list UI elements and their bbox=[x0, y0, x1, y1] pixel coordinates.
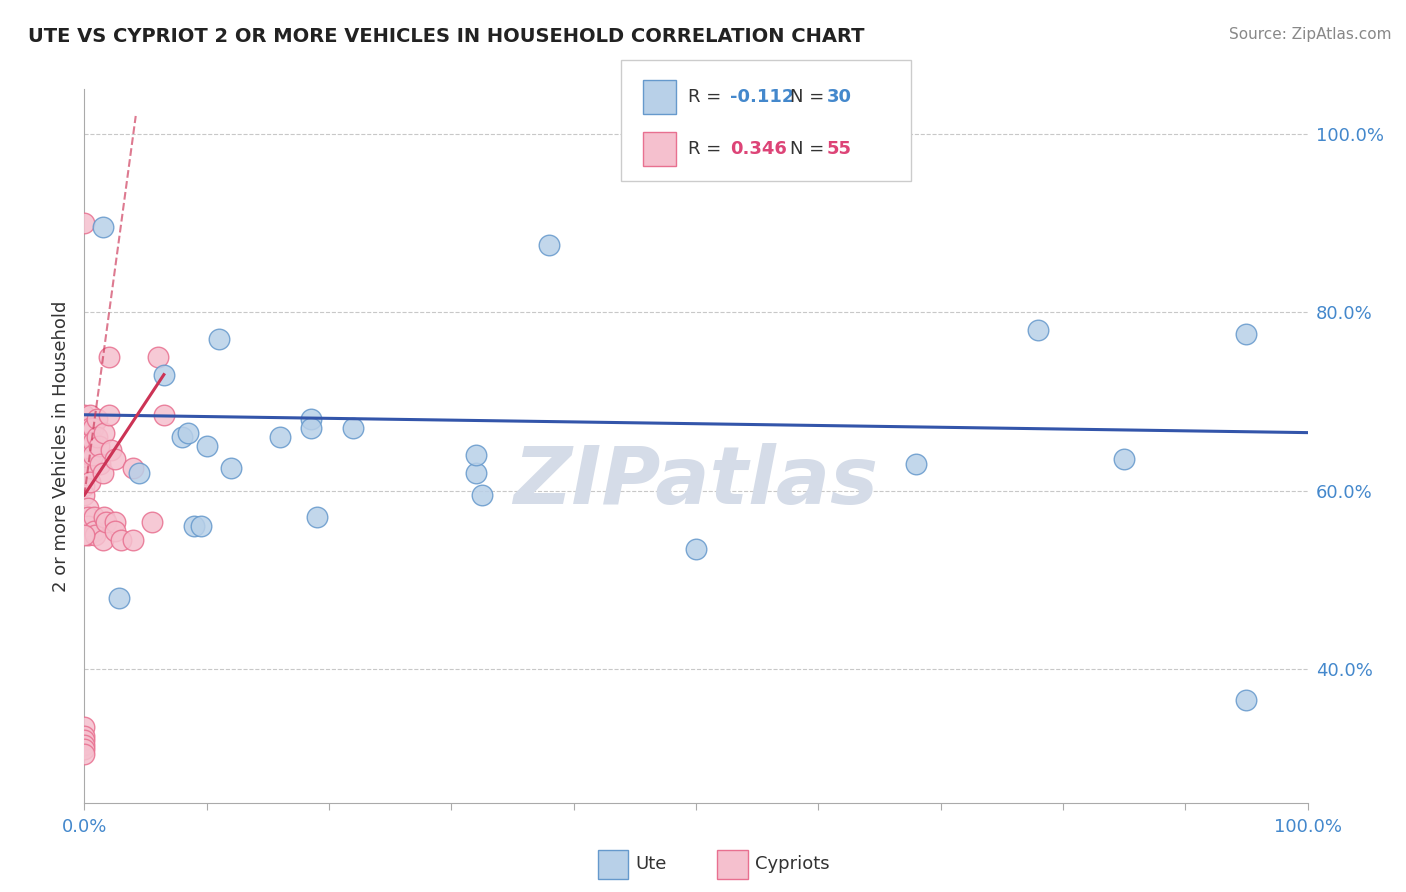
Point bbox=[97, 408, 120, 422]
Point bbox=[172, 430, 194, 444]
Point bbox=[77, 528, 100, 542]
Point bbox=[79, 434, 101, 449]
Point bbox=[141, 515, 163, 529]
Point bbox=[342, 421, 364, 435]
Point bbox=[1234, 327, 1257, 342]
Point bbox=[96, 515, 118, 529]
Point bbox=[73, 479, 96, 493]
Point bbox=[83, 524, 105, 538]
Point bbox=[91, 466, 114, 480]
Point bbox=[905, 457, 928, 471]
Point bbox=[100, 443, 122, 458]
Point bbox=[104, 515, 127, 529]
Point bbox=[77, 501, 100, 516]
Point bbox=[538, 238, 561, 252]
Point bbox=[73, 729, 96, 743]
Point bbox=[77, 510, 100, 524]
Point bbox=[104, 524, 127, 538]
Point bbox=[83, 510, 105, 524]
Point bbox=[73, 488, 96, 502]
Point bbox=[79, 461, 101, 475]
Text: R =: R = bbox=[688, 140, 727, 159]
Point bbox=[471, 488, 494, 502]
Text: 30: 30 bbox=[827, 88, 852, 106]
Point bbox=[153, 368, 176, 382]
Point bbox=[269, 430, 291, 444]
Point bbox=[73, 742, 96, 756]
Text: N =: N = bbox=[790, 140, 830, 159]
Point bbox=[1028, 323, 1050, 337]
Text: Cypriots: Cypriots bbox=[755, 855, 830, 873]
Point bbox=[87, 439, 110, 453]
Point bbox=[464, 466, 486, 480]
Point bbox=[73, 443, 96, 458]
Point bbox=[299, 412, 322, 426]
Point bbox=[183, 519, 205, 533]
Point bbox=[107, 591, 129, 605]
Point bbox=[73, 425, 96, 440]
Point bbox=[73, 452, 96, 467]
Point bbox=[79, 448, 101, 462]
Point bbox=[128, 466, 150, 480]
Point bbox=[73, 417, 96, 431]
Point bbox=[73, 216, 96, 230]
Point bbox=[1114, 452, 1136, 467]
Point bbox=[219, 461, 242, 475]
Point bbox=[77, 519, 100, 533]
Point bbox=[1234, 693, 1257, 707]
Point bbox=[93, 425, 115, 440]
Point bbox=[73, 747, 96, 761]
Text: -0.112: -0.112 bbox=[730, 88, 794, 106]
Point bbox=[104, 452, 127, 467]
Point bbox=[73, 461, 96, 475]
Point bbox=[73, 733, 96, 747]
Text: N =: N = bbox=[790, 88, 830, 106]
Point bbox=[190, 519, 212, 533]
Point bbox=[84, 528, 107, 542]
Point bbox=[153, 408, 176, 422]
Text: 55: 55 bbox=[827, 140, 852, 159]
Point bbox=[73, 470, 96, 484]
Point bbox=[195, 439, 218, 453]
Point bbox=[86, 430, 108, 444]
Point bbox=[122, 533, 145, 547]
Point bbox=[97, 350, 120, 364]
Point bbox=[79, 408, 101, 422]
Point bbox=[464, 448, 486, 462]
Point bbox=[685, 541, 707, 556]
Point bbox=[299, 421, 322, 435]
Point bbox=[73, 720, 96, 734]
Text: UTE VS CYPRIOT 2 OR MORE VEHICLES IN HOUSEHOLD CORRELATION CHART: UTE VS CYPRIOT 2 OR MORE VEHICLES IN HOU… bbox=[28, 27, 865, 45]
Point bbox=[208, 332, 231, 346]
Point bbox=[73, 408, 96, 422]
Y-axis label: 2 or more Vehicles in Household: 2 or more Vehicles in Household bbox=[52, 301, 70, 591]
Point bbox=[89, 457, 111, 471]
Point bbox=[82, 434, 104, 449]
Point bbox=[93, 510, 115, 524]
Point bbox=[122, 461, 145, 475]
Point bbox=[73, 738, 96, 752]
Point bbox=[177, 425, 200, 440]
Point bbox=[73, 528, 96, 542]
Point bbox=[305, 510, 328, 524]
Point bbox=[86, 412, 108, 426]
Point bbox=[91, 220, 114, 235]
Text: Ute: Ute bbox=[636, 855, 666, 873]
Text: 0.346: 0.346 bbox=[730, 140, 786, 159]
Point bbox=[82, 448, 104, 462]
Point bbox=[82, 421, 104, 435]
Text: ZIPatlas: ZIPatlas bbox=[513, 442, 879, 521]
Point bbox=[79, 421, 101, 435]
Point bbox=[79, 475, 101, 489]
Point bbox=[110, 533, 132, 547]
Text: Source: ZipAtlas.com: Source: ZipAtlas.com bbox=[1229, 27, 1392, 42]
Point bbox=[73, 434, 96, 449]
Text: R =: R = bbox=[688, 88, 727, 106]
Point bbox=[91, 533, 114, 547]
Point bbox=[146, 350, 169, 364]
